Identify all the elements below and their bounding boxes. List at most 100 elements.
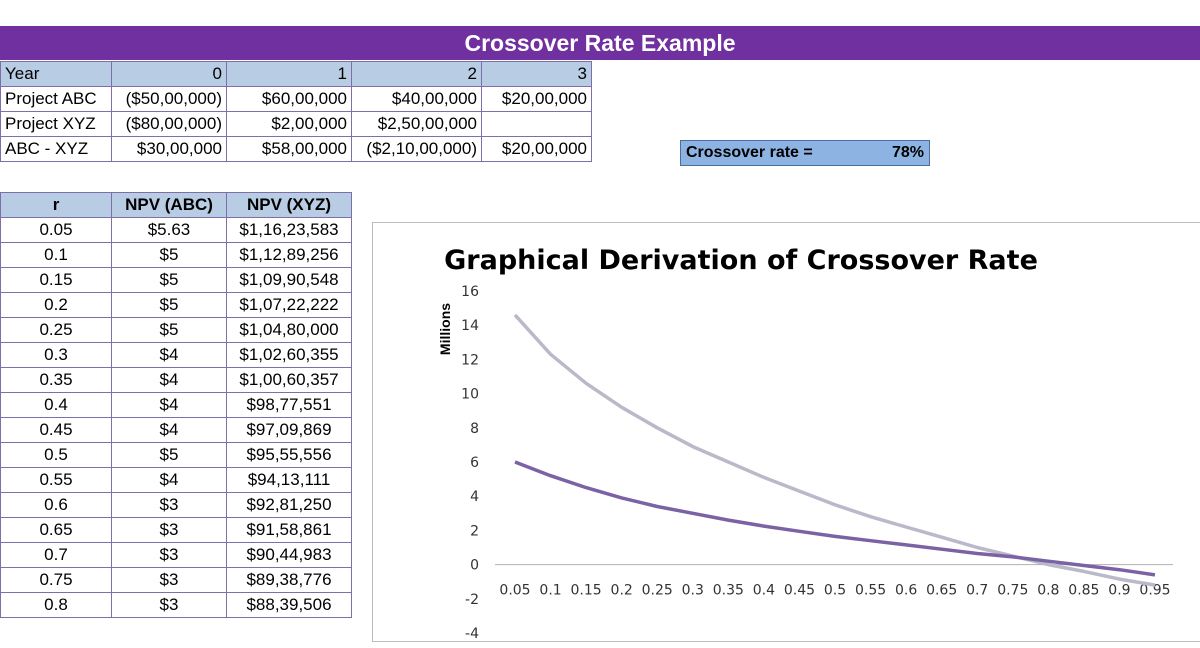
y-tick-label: 14 bbox=[461, 318, 479, 334]
cell[interactable]: $20,00,000 bbox=[481, 136, 592, 162]
cell[interactable]: 0.2 bbox=[0, 292, 112, 318]
cell[interactable]: 0.1 bbox=[0, 242, 112, 268]
cell[interactable]: $4 bbox=[111, 342, 227, 368]
cell[interactable]: $94,13,111 bbox=[226, 467, 352, 493]
cell[interactable]: 0.15 bbox=[0, 267, 112, 293]
column-header[interactable]: NPV (ABC) bbox=[111, 192, 227, 218]
x-tick-label: 0.95 bbox=[1139, 583, 1170, 599]
cell[interactable] bbox=[481, 111, 592, 137]
cell[interactable]: $3 bbox=[111, 517, 227, 543]
cell[interactable]: 0.5 bbox=[0, 442, 112, 468]
cell[interactable]: $3 bbox=[111, 542, 227, 568]
series-line-1[interactable] bbox=[513, 313, 1156, 587]
cell[interactable]: $91,58,861 bbox=[226, 517, 352, 543]
cell[interactable]: 0.35 bbox=[0, 367, 112, 393]
cell[interactable]: 0.55 bbox=[0, 467, 112, 493]
cell[interactable]: $4 bbox=[111, 392, 227, 418]
table-row: 0.05 $5.63 $1,16,23,583 bbox=[0, 217, 352, 243]
column-header[interactable]: r bbox=[0, 192, 112, 218]
cell[interactable]: $5 bbox=[111, 292, 227, 318]
cell[interactable]: $90,44,983 bbox=[226, 542, 352, 568]
cell[interactable]: 0.4 bbox=[0, 392, 112, 418]
cell[interactable]: 0.05 bbox=[0, 217, 112, 243]
cell[interactable]: $5 bbox=[111, 317, 227, 343]
table-row: 0.55 $4 $94,13,111 bbox=[0, 467, 352, 493]
table-row: 0.8 $3 $88,39,506 bbox=[0, 592, 352, 618]
cell[interactable]: 3 bbox=[481, 61, 592, 87]
cell[interactable]: $3 bbox=[111, 492, 227, 518]
cell[interactable]: $1,07,22,222 bbox=[226, 292, 352, 318]
cell[interactable]: $1,09,90,548 bbox=[226, 267, 352, 293]
cell[interactable]: $4 bbox=[111, 467, 227, 493]
chart-title: Graphical Derivation of Crossover Rate bbox=[444, 245, 1038, 276]
cell[interactable]: $2,50,00,000 bbox=[351, 111, 482, 137]
series-line-2[interactable] bbox=[514, 460, 1156, 577]
cell[interactable]: ($2,10,00,000) bbox=[351, 136, 482, 162]
crossover-rate-cell[interactable]: Crossover rate = 78% bbox=[680, 140, 930, 166]
cell[interactable]: $5 bbox=[111, 242, 227, 268]
cell[interactable]: $88,39,506 bbox=[226, 592, 352, 618]
cell[interactable]: $4 bbox=[111, 417, 227, 443]
x-tick-label: 0.8 bbox=[1037, 583, 1059, 599]
cell[interactable]: $92,81,250 bbox=[226, 492, 352, 518]
table-row: 0.7 $3 $90,44,983 bbox=[0, 542, 352, 568]
cell[interactable]: 0.45 bbox=[0, 417, 112, 443]
column-header[interactable]: NPV (XYZ) bbox=[226, 192, 352, 218]
cell[interactable]: ($50,00,000) bbox=[111, 86, 227, 112]
cell[interactable]: Year bbox=[0, 61, 112, 87]
cell[interactable]: $2,00,000 bbox=[226, 111, 352, 137]
cell[interactable]: $5 bbox=[111, 442, 227, 468]
crossover-value: 78% bbox=[891, 144, 924, 161]
table-row: 0.15 $5 $1,09,90,548 bbox=[0, 267, 352, 293]
x-tick-label: 0.3 bbox=[682, 583, 704, 599]
cell[interactable]: 0.65 bbox=[0, 517, 112, 543]
cell[interactable]: $97,09,869 bbox=[226, 417, 352, 443]
cell[interactable]: $4 bbox=[111, 367, 227, 393]
x-tick-label: 0.25 bbox=[642, 583, 673, 599]
cell[interactable]: $1,00,60,357 bbox=[226, 367, 352, 393]
cell[interactable]: 0.25 bbox=[0, 317, 112, 343]
cell[interactable]: $1,16,23,583 bbox=[226, 217, 352, 243]
table-header-row: r NPV (ABC) NPV (XYZ) bbox=[0, 192, 352, 218]
cell[interactable]: 0.8 bbox=[0, 592, 112, 618]
cell[interactable]: $3 bbox=[111, 592, 227, 618]
x-tick-label: 0.2 bbox=[611, 583, 633, 599]
cell[interactable]: 0.6 bbox=[0, 492, 112, 518]
cell[interactable]: $60,00,000 bbox=[226, 86, 352, 112]
cell[interactable]: ($80,00,000) bbox=[111, 111, 227, 137]
y-tick-label: 10 bbox=[461, 387, 479, 403]
cell[interactable]: $1,02,60,355 bbox=[226, 342, 352, 368]
cell[interactable]: $5.63 bbox=[111, 217, 227, 243]
table-row: 0.35 $4 $1,00,60,357 bbox=[0, 367, 352, 393]
table-row: 0.75 $3 $89,38,776 bbox=[0, 567, 352, 593]
y-tick-label: 4 bbox=[470, 489, 479, 505]
sheet-title-banner: Crossover Rate Example bbox=[0, 26, 1200, 60]
cell[interactable]: $30,00,000 bbox=[111, 136, 227, 162]
crossover-chart[interactable]: Graphical Derivation of Crossover Rate M… bbox=[372, 222, 1200, 642]
cell[interactable]: $5 bbox=[111, 267, 227, 293]
cell[interactable]: $95,55,556 bbox=[226, 442, 352, 468]
cell[interactable]: 0 bbox=[111, 61, 227, 87]
cell[interactable]: Project XYZ bbox=[0, 111, 112, 137]
cell[interactable]: 0.75 bbox=[0, 567, 112, 593]
cell[interactable]: $58,00,000 bbox=[226, 136, 352, 162]
y-tick-label: 12 bbox=[461, 352, 479, 368]
cell[interactable]: $40,00,000 bbox=[351, 86, 482, 112]
cell[interactable]: 0.3 bbox=[0, 342, 112, 368]
cell[interactable]: $1,12,89,256 bbox=[226, 242, 352, 268]
table-row: Project XYZ ($80,00,000) $2,00,000 $2,50… bbox=[0, 111, 592, 137]
y-tick-label: -4 bbox=[465, 626, 479, 642]
cell[interactable]: 0.7 bbox=[0, 542, 112, 568]
cell[interactable]: ABC - XYZ bbox=[0, 136, 112, 162]
table-row: Year 0 1 2 3 bbox=[0, 61, 592, 87]
cell[interactable]: Project ABC bbox=[0, 86, 112, 112]
cell[interactable]: 1 bbox=[226, 61, 352, 87]
y-tick-label: 6 bbox=[470, 455, 479, 471]
cell[interactable]: $1,04,80,000 bbox=[226, 317, 352, 343]
cell[interactable]: $98,77,551 bbox=[226, 392, 352, 418]
cell[interactable]: $20,00,000 bbox=[481, 86, 592, 112]
cell[interactable]: $89,38,776 bbox=[226, 567, 352, 593]
cell[interactable]: $3 bbox=[111, 567, 227, 593]
x-tick-label: 0.9 bbox=[1108, 583, 1130, 599]
cell[interactable]: 2 bbox=[351, 61, 482, 87]
